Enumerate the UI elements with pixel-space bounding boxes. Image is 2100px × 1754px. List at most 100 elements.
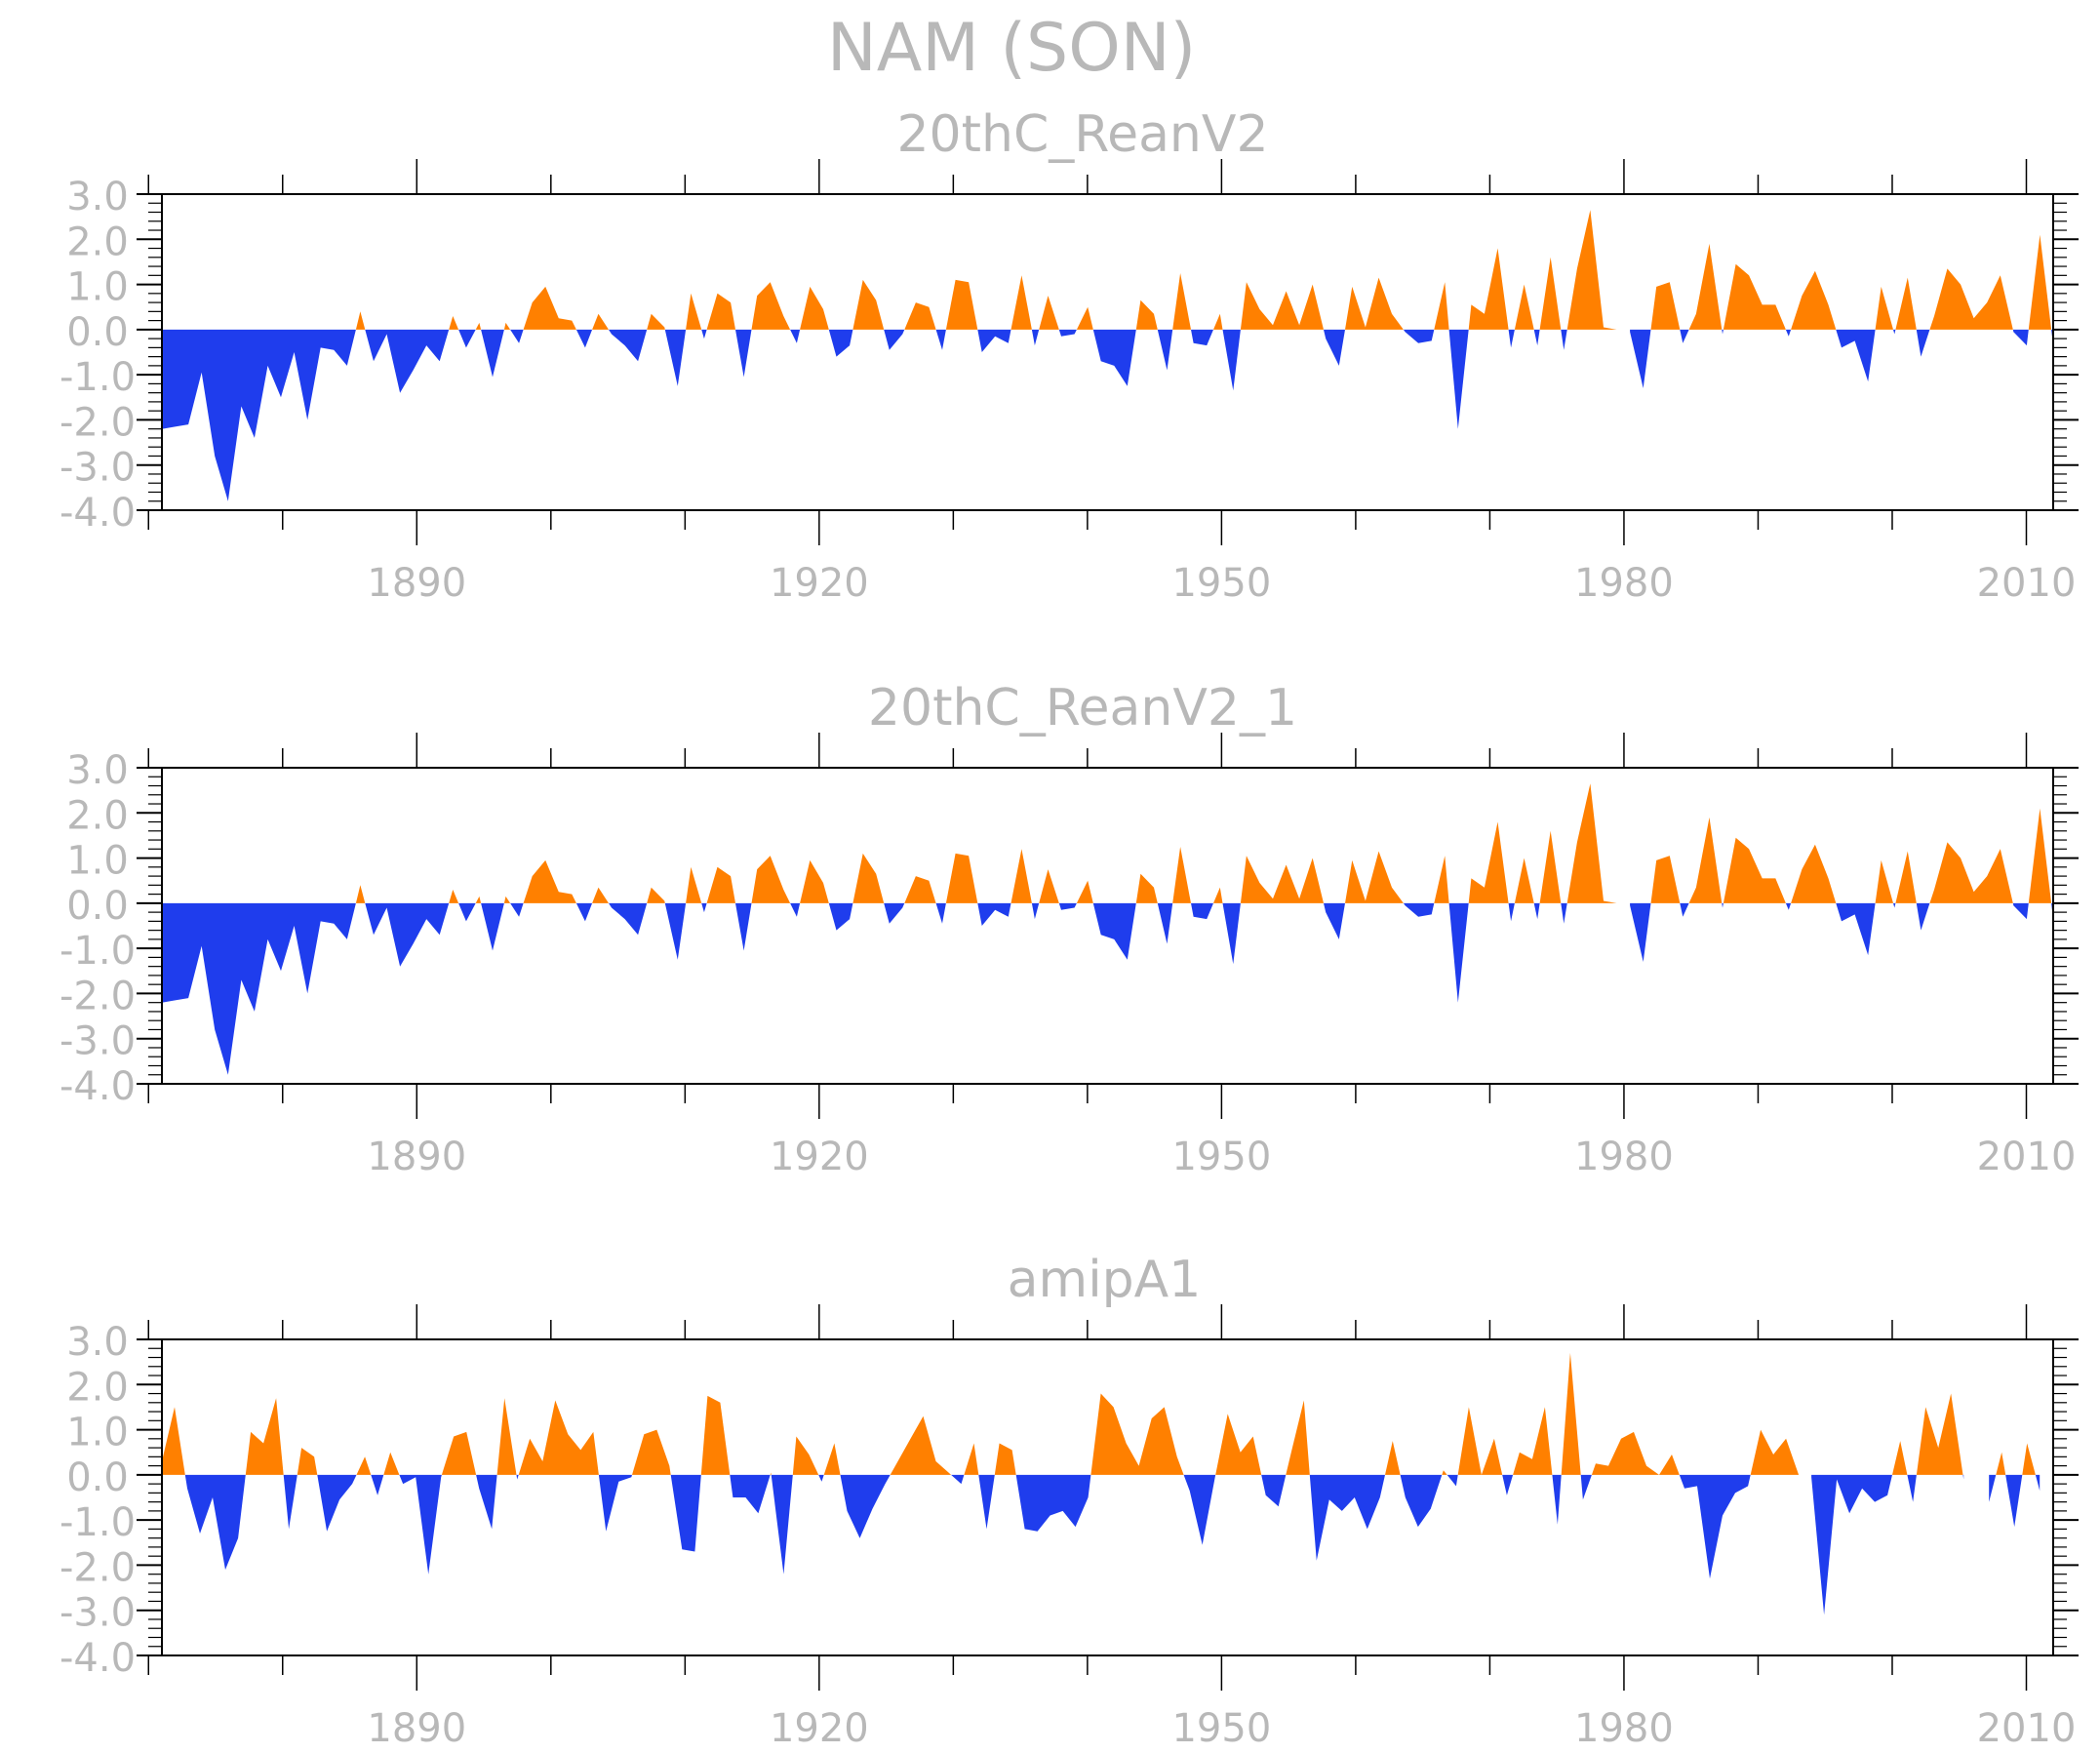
positive-area-13 [647,313,665,330]
y-tick-label: 1.0 [66,1411,129,1455]
negative-area-32 [1058,329,1077,337]
negative-area-50 [1533,902,1540,920]
negative-area-4 [458,329,476,348]
positive-area-6 [356,1456,372,1475]
positive-area-37 [1172,847,1191,903]
positive-area-22 [792,1436,819,1475]
y-tick-label: -1.0 [59,929,136,974]
positive-area-24 [823,1443,841,1475]
negative-area-21 [771,1474,793,1575]
negative-area-28 [977,329,1011,352]
y-tick-label: 1.0 [66,265,129,310]
negative-area-2 [365,902,450,967]
positive-area-18 [700,1395,731,1475]
negative-area-23 [818,1474,824,1482]
positive-area-5 [475,322,482,330]
negative-area-27 [951,1474,965,1485]
negative-area-66 [1916,329,1930,357]
x-tick-label: 1980 [1574,1135,1674,1179]
negative-area-64 [1893,902,1896,908]
negative-area-55 [1962,1474,1964,1480]
plot-frame [161,767,2054,1085]
negative-area-52 [1561,902,1567,924]
negative-area-57 [1989,1474,1997,1502]
panel-20thc-reanv2-1: 20thC_ReanV2_1 3.02.01.00.0-1.0-2.0-3.0-… [59,679,2079,1179]
positive-area-14 [518,1400,599,1475]
negative-area-2 [365,329,450,393]
negative-area-66 [1916,902,1930,931]
y-tick-label: 3.0 [66,1320,129,1365]
y-tick-label: -2.0 [59,974,136,1018]
y-tick-label: 1.0 [66,839,129,884]
negative-area-22 [828,902,853,931]
negative-area-15 [598,1474,632,1532]
negative-area-26 [935,329,946,350]
x-tick-label: 1950 [1171,1135,1271,1179]
negative-area-37 [1309,1474,1385,1561]
positive-area-34 [1215,1414,1262,1475]
negative-area-18 [735,329,752,378]
positive-area-40 [1442,1470,1447,1475]
positive-area-13 [647,887,665,903]
negative-area-42 [1324,329,1345,366]
negative-area-40 [1222,329,1241,391]
negative-area-24 [884,329,905,350]
negative-area-0 [162,902,356,1075]
negative-area-47 [1580,1474,1592,1500]
y-tick-label: -3.0 [59,1019,136,1064]
negative-area-16 [701,902,707,913]
negative-area-58 [1722,329,1724,335]
positive-area-17 [706,866,735,903]
positive-area-49 [1514,857,1534,903]
y-tick-label: 2.0 [66,793,129,838]
negative-area-61 [2035,1474,2041,1492]
positive-area-15 [686,866,702,903]
figure-title: NAM (SON) [827,10,1196,87]
negative-area-38 [1191,329,1213,346]
positive-area-53 [1566,783,1617,903]
positive-area-51 [1539,830,1562,903]
negative-area-6 [481,329,504,378]
negative-area-43 [1502,1474,1514,1495]
positive-area-67 [1929,268,2013,330]
positive-area-47 [1468,248,1509,330]
negative-area-68 [2012,329,2029,346]
negative-area-48 [1508,329,1515,348]
positive-area-8 [383,1452,400,1475]
negative-area-12 [609,902,648,936]
negative-area-64 [1893,329,1896,335]
positive-area-31 [1039,296,1059,330]
negative-area-19 [730,1474,771,1514]
negative-area-26 [935,902,946,924]
negative-area-13 [516,1474,519,1480]
panel-20thc-reanv2: 20thC_ReanV2 3.02.01.00.0-1.0-2.0-3.0-4.… [59,105,2079,606]
negative-area-60 [1785,329,1792,337]
negative-area-44 [1403,329,1435,343]
negative-area-53 [1907,1474,1917,1502]
x-tick-label: 2010 [1977,561,2077,606]
x-tick-label: 1980 [1574,1706,1674,1751]
negative-area-8 [510,329,524,343]
positive-area-47 [1468,821,1509,903]
positive-area-42 [1457,1407,1503,1475]
positive-area-41 [1240,856,1324,903]
x-tick-label: 1920 [770,561,869,606]
y-tick-label: 3.0 [66,175,129,219]
negative-area-28 [977,902,1011,926]
negative-area-4 [458,902,476,922]
positive-area-30 [994,1443,1016,1475]
negative-area-62 [1836,329,1876,382]
positive-area-15 [686,293,702,330]
negative-area-29 [978,1474,995,1530]
positive-area-20 [770,1472,772,1475]
y-tick-label: 3.0 [66,748,129,793]
positive-area-43 [1345,851,1404,903]
y-tick-label: -1.0 [59,1500,136,1545]
negative-area-11 [476,1474,497,1530]
negative-area-22 [828,329,853,357]
positive-area-28 [964,1443,979,1475]
negative-area-46 [1448,902,1469,1003]
positive-area-31 [1039,869,1059,903]
negative-area-40 [1222,902,1241,965]
negative-area-6 [481,902,504,951]
